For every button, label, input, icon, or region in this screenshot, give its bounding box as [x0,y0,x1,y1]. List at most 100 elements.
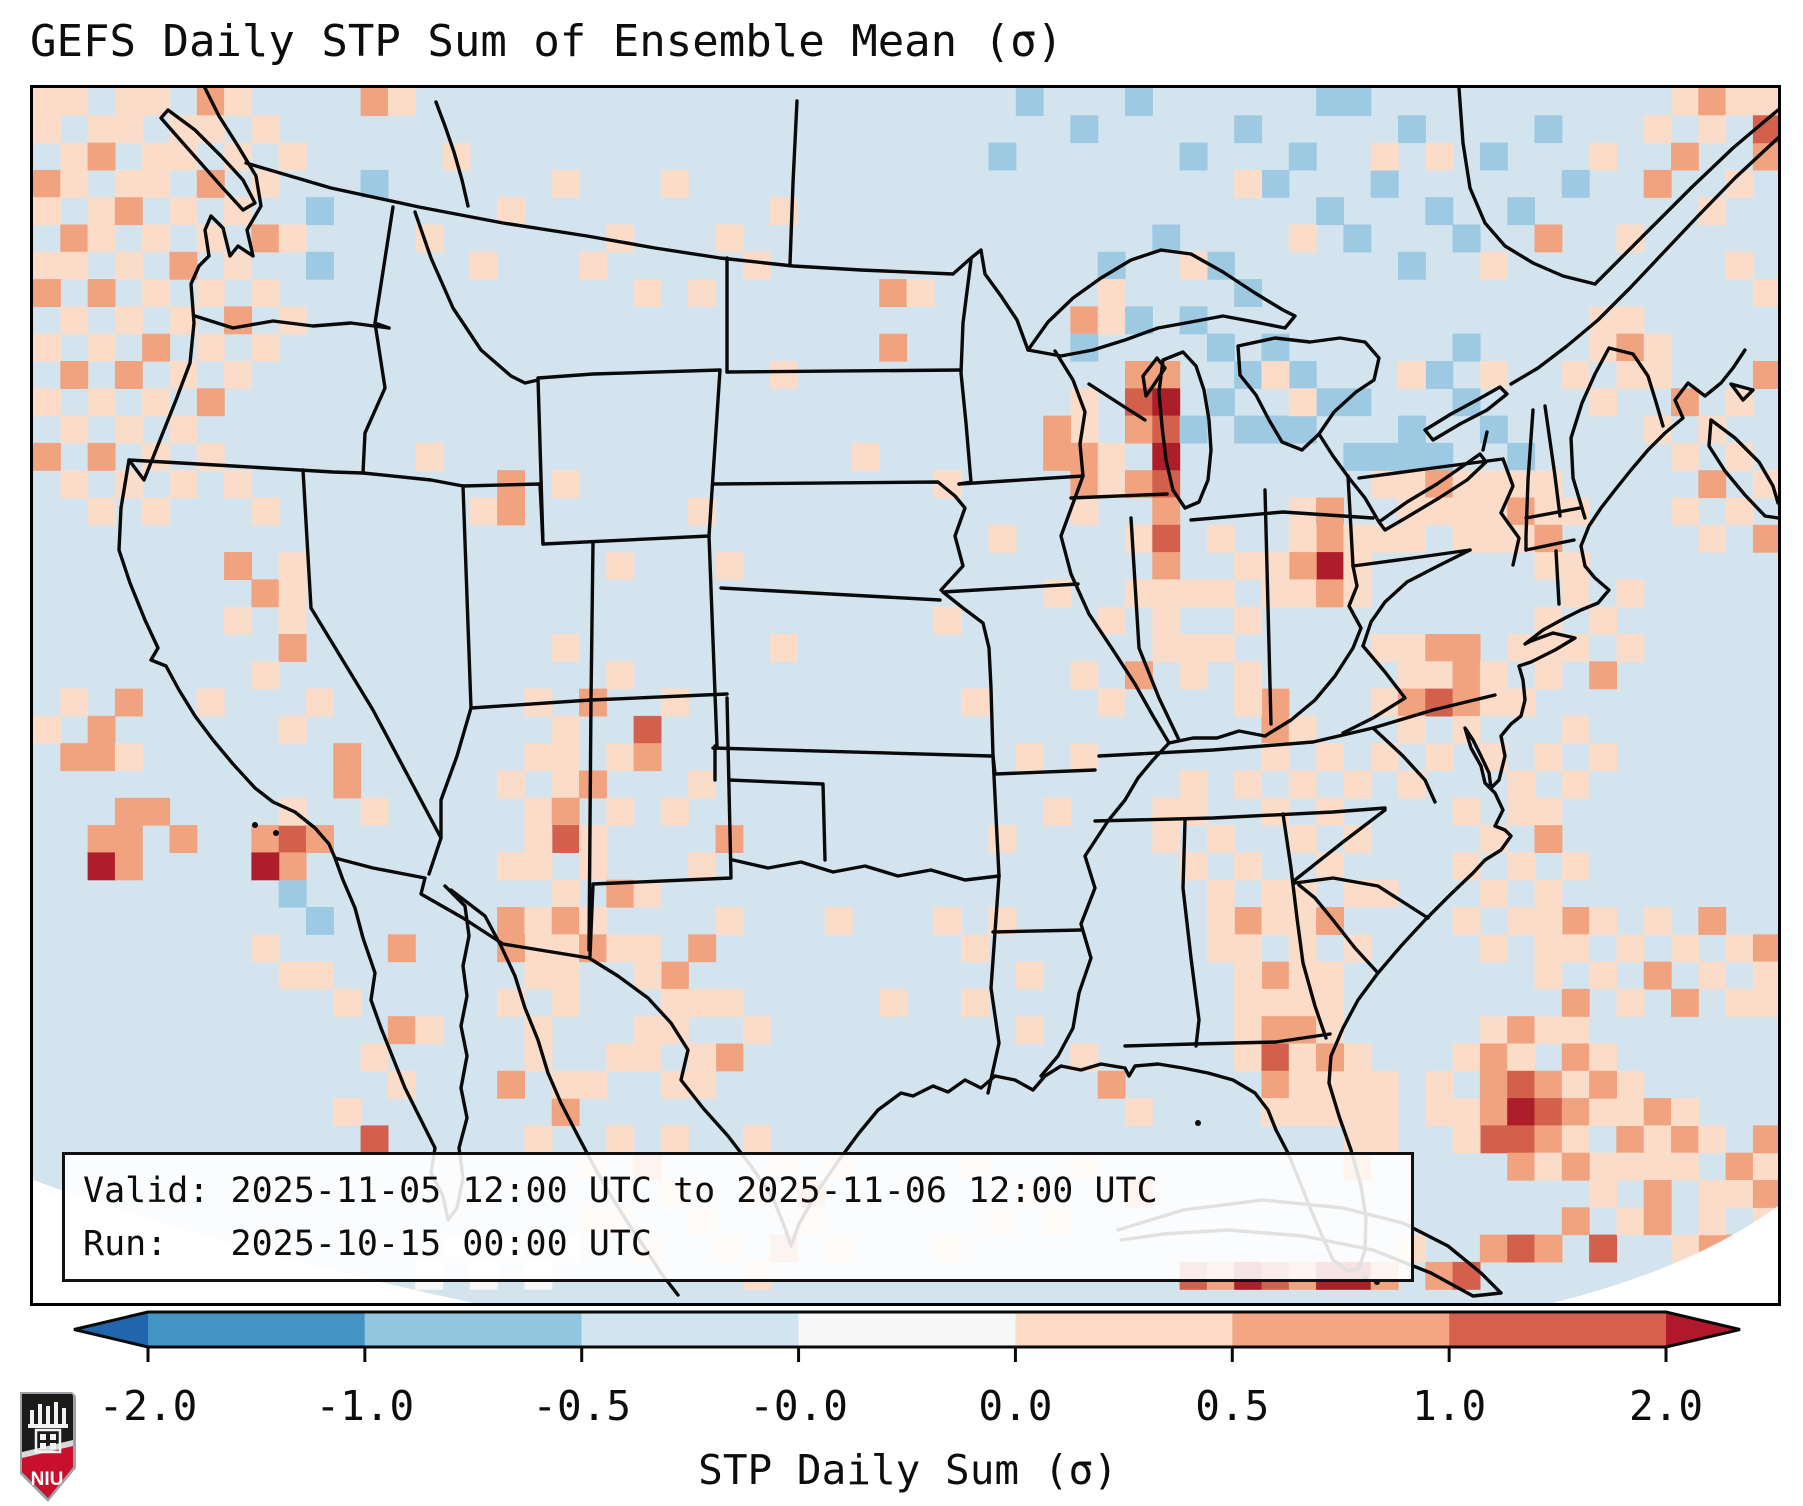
stp-grid-cell [1561,934,1590,963]
stp-grid-cell [1616,1207,1645,1236]
stp-grid-cell [251,934,280,963]
stp-grid-cell [1752,361,1778,389]
stp-grid-cell [278,852,307,881]
stp-grid-cell [1534,797,1563,826]
stp-grid-cell [1589,1098,1617,1126]
stp-grid-cell [87,333,116,362]
stp-grid-cell [1234,988,1263,1017]
stp-grid-cell [33,115,61,144]
stp-grid-cell [1370,442,1399,471]
stp-grid-cell [1534,1125,1563,1154]
stp-grid-cell [606,552,635,580]
stp-grid-cell [1343,1070,1372,1099]
stp-grid-cell [824,907,853,935]
stp-grid-cell [169,197,198,226]
al-fl-border-path [1123,1032,1332,1048]
stp-grid-cell [1398,524,1426,553]
nv-az-border-path [439,706,473,840]
stp-grid-cell [497,852,525,881]
ms-al-border-path [1181,819,1201,1048]
stp-grid-cell [1261,688,1290,717]
stp-grid-cell [1534,224,1563,253]
stp-grid-cell [1425,743,1454,772]
stp-grid-cell [1343,88,1372,116]
stp-grid-cell [1070,743,1099,772]
stp-grid-cell [988,524,1017,553]
stp-grid-cell [114,797,143,826]
stp-grid-cell [1452,1098,1481,1126]
wy-border-path [536,368,722,546]
stp-grid-cell [1206,524,1235,553]
stp-grid-cell [1561,715,1590,744]
stp-grid-cell [87,279,116,307]
stp-grid-cell [1343,770,1372,799]
stp-grid-cell [33,279,61,307]
stp-grid-cell [1479,524,1508,553]
stp-grid-cell [114,88,143,116]
stp-grid-cell [1616,333,1645,362]
stp-grid-cell [1589,388,1617,417]
stp-grid-cell [1234,1016,1263,1045]
st-lawrence-river-path [1509,136,1778,386]
vt-nh-border-path [1543,404,1562,518]
stp-grid-cell [1152,224,1181,253]
stp-grid-cell [1343,524,1372,553]
stp-grid-cell [33,197,61,226]
stp-grid-cell [961,934,990,963]
ut-notch-path [461,482,545,546]
wa-id-border-path [373,205,395,325]
island-dot [252,822,258,828]
colorbar-segment [74,1312,148,1347]
stp-grid-cell [1589,1043,1617,1072]
stp-grid-cell [606,797,635,826]
stp-grid-cell [1479,1098,1508,1126]
stp-grid-cell [1725,1180,1754,1208]
stp-grid-cell [1698,1207,1727,1236]
stp-grid-cell [306,251,334,280]
stp-grid-cell [1643,961,1672,990]
stp-grid-cell [1479,1234,1508,1263]
stp-grid-cell [196,388,225,417]
stp-grid-cell [524,852,553,881]
nc-sc-border-path [1293,876,1430,920]
stp-grid-cell [1288,1043,1317,1072]
stp-grid-cell [1534,961,1563,990]
stp-grid-cell [278,961,307,990]
run-line: Run: 2025-10-15 00:00 UTC [83,1224,652,1265]
stp-grid-cell [1671,88,1699,116]
stp-grid-cell [1452,1261,1481,1290]
stp-grid-cell [1206,634,1235,662]
stp-grid-cell [1070,661,1099,690]
stp-grid-cell [1725,934,1754,963]
stp-grid-cell [360,169,389,198]
stp-grid-cell [1425,197,1454,226]
ny-ne-border-path [1524,408,1535,552]
stp-grid-cell [1561,1043,1590,1072]
stp-grid-cell [251,333,280,362]
stp-grid-cell [1643,1125,1672,1154]
figure-title: GEFS Daily STP Sum of Ensemble Mean (σ) [30,16,1064,67]
ga-sc-border-path [1297,883,1380,975]
stp-grid-cell [251,825,280,853]
stp-grid-cell [497,1070,525,1099]
stp-grid-cell [1152,606,1181,635]
shield-red-band [22,1446,73,1498]
stp-grid-cell [1261,1070,1290,1099]
stp-grid-cell [1561,852,1590,881]
va-ky-wv-path [1341,644,1407,735]
stp-grid-cell [1725,88,1754,116]
stp-grid-cell [1452,333,1481,362]
pa-north-border-path [1357,457,1505,480]
stp-grid-cell [169,825,198,853]
stp-grid-cell [1589,907,1617,935]
stp-grid-cell [1261,361,1290,389]
stp-grid-cell [33,442,61,471]
stp-grid-cell [1507,1152,1536,1181]
stp-grid-cell [770,361,798,389]
stp-grid-cell [114,306,143,335]
stp-grid-cell [551,770,580,799]
stp-grid-cell [551,907,580,935]
stp-grid-cell [1343,442,1372,471]
stp-grid-cell [497,770,525,799]
stp-grid-cell [1288,524,1317,553]
